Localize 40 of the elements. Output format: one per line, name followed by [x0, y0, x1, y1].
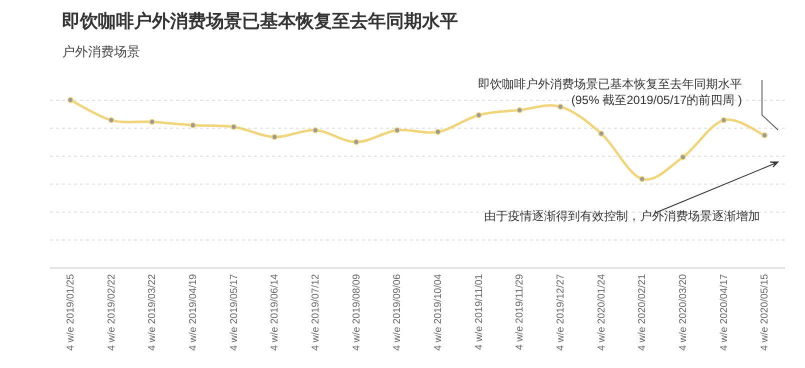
x-tick-label: 4 w/e 2019/09/06 [392, 274, 404, 351]
point [149, 118, 156, 125]
x-tick-label: 4 w/e 2019/06/14 [270, 274, 281, 351]
x-tick-label: 4 w/e 2020/04/17 [718, 274, 730, 351]
point [598, 130, 604, 137]
point [230, 124, 237, 130]
point [272, 134, 278, 140]
point [557, 104, 564, 110]
x-tick-label: 4 w/e 2020/01/24 [596, 274, 608, 351]
point [190, 122, 196, 128]
x-tick-label: 4 w/e 2020/05/15 [760, 274, 771, 351]
point [680, 154, 686, 160]
point [312, 127, 318, 134]
point [394, 127, 400, 134]
annotation: 即饮咖啡户外消费场景已基本恢复至去年同期水平 (95% 截至2019/05/17的前四周 ) [478, 77, 742, 107]
x-tick-label: 4 w/e 2019/01/25 [65, 274, 76, 351]
x-tick-label: 4 w/e 2019/12/27 [555, 274, 566, 351]
point [720, 117, 727, 124]
x-tick-label: 4 w/e 2020/02/21 [637, 274, 648, 351]
x-tick-label: 4 w/e 2019/11/29 [514, 274, 526, 350]
annotation: 由于疫情逐渐得到有效控制，户外消费场景逐渐增加 [484, 209, 760, 223]
point [434, 128, 441, 135]
point [353, 139, 360, 145]
point [67, 97, 74, 103]
x-tick-label: 4 w/e 2019/08/09 [351, 274, 362, 351]
x-tick-label: 4 w/e 2019/03/22 [147, 274, 158, 351]
x-tick-label: 4 w/e 2019/10/04 [432, 274, 444, 351]
point [108, 117, 114, 124]
chart-title: 即饮咖啡户外消费场景已基本恢复至去年同期水平 [62, 11, 458, 31]
x-tick-label: 4 w/e 2019/07/12 [310, 274, 322, 351]
point [516, 107, 523, 114]
x-tick-label: 4 w/e 2019/05/17 [228, 274, 240, 351]
x-tick-label: 4 w/e 2019/04/19 [188, 274, 199, 351]
point [762, 132, 768, 138]
chart-subtitle: 户外消费场景 [62, 44, 140, 59]
point [639, 176, 646, 182]
x-tick-label: 4 w/e 2019/11/01 [474, 274, 485, 350]
point [476, 112, 482, 118]
x-tick-label: 4 w/e 2019/02/22 [106, 274, 118, 351]
x-tick-label: 4 w/e 2020/03/20 [678, 274, 689, 351]
